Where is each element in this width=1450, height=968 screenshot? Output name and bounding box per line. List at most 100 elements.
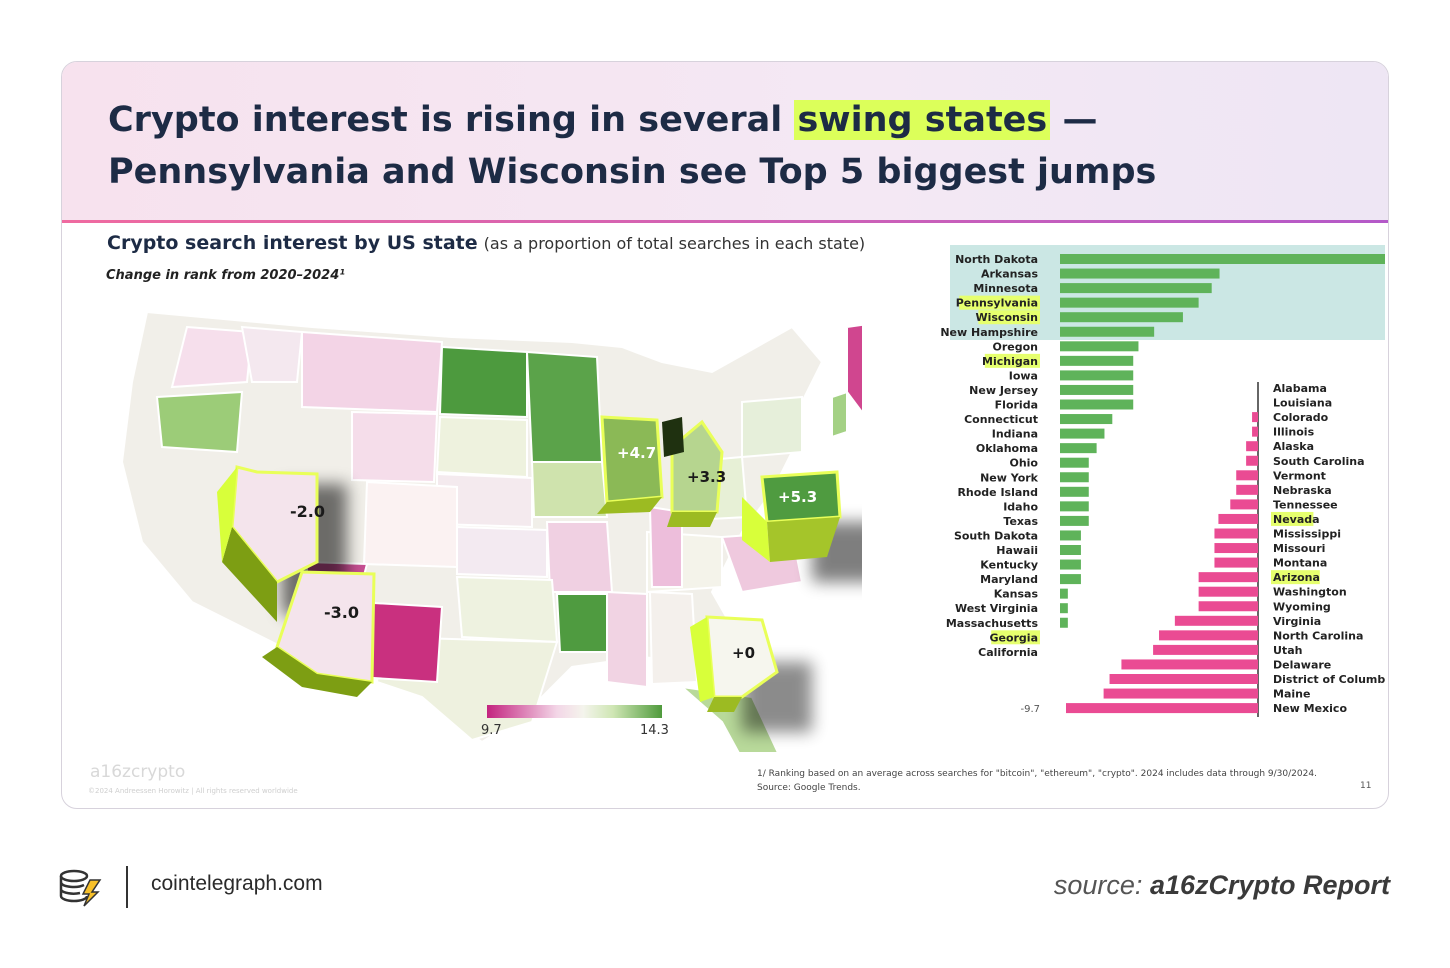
swing-highlight-pennsylvania — [959, 295, 1040, 310]
bar-oregon — [1060, 341, 1139, 352]
label-north-carolina: North Carolina — [1273, 629, 1363, 642]
source-credit: source: a16zCrypto Report — [1054, 870, 1390, 901]
bar-indiana — [1060, 428, 1105, 439]
label-minnesota: Minnesota — [973, 282, 1038, 295]
label-hawaii: Hawaii — [996, 544, 1038, 557]
label-iowa: Iowa — [1009, 369, 1038, 382]
bar-south-dakota — [1060, 530, 1081, 541]
label-virginia: Virginia — [1273, 615, 1321, 628]
bar-district-of-columbia — [1109, 674, 1258, 684]
bar-minnesota — [1060, 283, 1212, 294]
label-new-hampshire: New Hampshire — [940, 326, 1038, 339]
bar-maine — [1103, 688, 1258, 699]
bar-new-hampshire — [1060, 326, 1155, 337]
label-south-carolina: South Carolina — [1273, 455, 1365, 468]
label-oregon: Oregon — [993, 340, 1039, 353]
footnote-line-2: Source: Google Trends. — [757, 783, 861, 793]
bar-north-dakota — [1060, 254, 1385, 264]
source-label: source: — [1053, 870, 1143, 900]
bar-oklahoma — [1060, 443, 1097, 454]
callout-michigan: +3.3 — [687, 468, 726, 486]
bar-montana — [1214, 557, 1258, 568]
bar-connecticut — [1060, 414, 1113, 425]
bar-kentucky — [1060, 559, 1081, 570]
bar-arizona — [1198, 572, 1258, 583]
page-number: 11 — [1360, 781, 1372, 791]
label-nevada: Nevada — [1273, 513, 1320, 526]
label-alaska: Alaska — [1273, 440, 1314, 453]
bar-rhode-island — [1060, 486, 1089, 497]
bar-michigan — [1060, 355, 1134, 366]
headline-highlight: swing states — [794, 100, 1051, 140]
headline-part-2: — Pennsylvania and Wisconsin see Top 5 b… — [108, 100, 1157, 192]
label-south-dakota: South Dakota — [954, 529, 1038, 542]
swing-highlight-arizona — [1271, 570, 1320, 585]
label-missouri: Missouri — [1273, 542, 1325, 555]
brand-divider — [126, 866, 128, 908]
label-maine: Maine — [1273, 688, 1310, 701]
callout-wisconsin: +4.7 — [617, 444, 656, 462]
label-california: California — [978, 646, 1038, 659]
label-arizona: Arizona — [1273, 571, 1320, 584]
bar-missouri — [1214, 543, 1258, 554]
label-utah: Utah — [1273, 644, 1302, 657]
bar-north-carolina — [1159, 630, 1258, 641]
label-pennsylvania: Pennsylvania — [956, 297, 1038, 310]
source-value: a16zCrypto Report — [1149, 870, 1390, 900]
headline: Crypto interest is rising in several swi… — [108, 94, 1308, 198]
callout-nevada: -2.0 — [290, 502, 325, 521]
slide-card: Crypto interest is rising in several swi… — [61, 61, 1389, 809]
label-vermont: Vermont — [1273, 469, 1326, 482]
bar-wisconsin — [1060, 312, 1183, 323]
label-washington: Washington — [1273, 586, 1347, 599]
copyright: ©2024 Andreessen Horowitz | All rights r… — [88, 787, 298, 795]
bar-vermont — [1236, 470, 1258, 481]
bar-washington — [1198, 586, 1258, 597]
label-massachusetts: Massachusetts — [946, 617, 1039, 630]
legend-min: 9.7 — [481, 723, 502, 738]
bar-wyoming — [1198, 601, 1258, 612]
title-banner — [62, 62, 1388, 220]
chart-subtitle: Crypto search interest by US state (as a… — [107, 232, 865, 254]
label-georgia: Georgia — [989, 631, 1038, 644]
label-west-virginia: West Virginia — [955, 602, 1038, 615]
label-north-dakota: North Dakota — [955, 253, 1038, 266]
bar-colorado — [1252, 412, 1258, 423]
bar-utah — [1153, 644, 1258, 655]
chart-subtitle-note: (as a proportion of total searches in ea… — [483, 234, 866, 253]
swing-highlight-georgia — [991, 630, 1040, 645]
a16z-watermark: a16zcrypto — [90, 762, 186, 782]
label-ohio: Ohio — [1009, 457, 1038, 470]
bar-new-york — [1060, 472, 1089, 483]
bar-illinois — [1252, 426, 1258, 437]
bar-delaware — [1121, 659, 1258, 670]
footnote: 1/ Ranking based on an average across se… — [757, 767, 1317, 795]
bar-alaska — [1246, 441, 1258, 452]
callout-arizona: -3.0 — [324, 603, 359, 622]
footnote-line-1: 1/ Ranking based on an average across se… — [757, 769, 1317, 779]
label-illinois: Illinois — [1273, 426, 1315, 439]
label-nebraska: Nebraska — [1273, 484, 1332, 497]
min-value-label: -9.7 — [1020, 704, 1040, 715]
bar-maryland — [1060, 574, 1081, 585]
swing-highlight-wisconsin — [978, 310, 1040, 325]
bar-west-virginia — [1060, 603, 1068, 614]
legend-gradient — [487, 705, 662, 718]
label-new-mexico: New Mexico — [1273, 702, 1347, 715]
label-louisiana: Louisiana — [1273, 397, 1332, 410]
bar-virginia — [1174, 615, 1258, 626]
label-alabama: Alabama — [1273, 382, 1327, 395]
bar-new-mexico — [1066, 703, 1258, 714]
bar-kansas — [1060, 588, 1068, 599]
rank-change-note: Change in rank from 2020–2024¹ — [106, 268, 345, 283]
bar-new-jersey — [1060, 384, 1134, 395]
label-mississippi: Mississippi — [1273, 528, 1341, 541]
label-oklahoma: Oklahoma — [976, 442, 1038, 455]
bar-florida — [1060, 399, 1134, 410]
label-connecticut: Connecticut — [964, 413, 1038, 426]
swing-highlight-michigan — [984, 353, 1040, 368]
banner-divider — [62, 220, 1388, 223]
bar-south-carolina — [1246, 455, 1258, 466]
label-idaho: Idaho — [1003, 500, 1038, 513]
label-tennessee: Tennessee — [1273, 498, 1338, 511]
